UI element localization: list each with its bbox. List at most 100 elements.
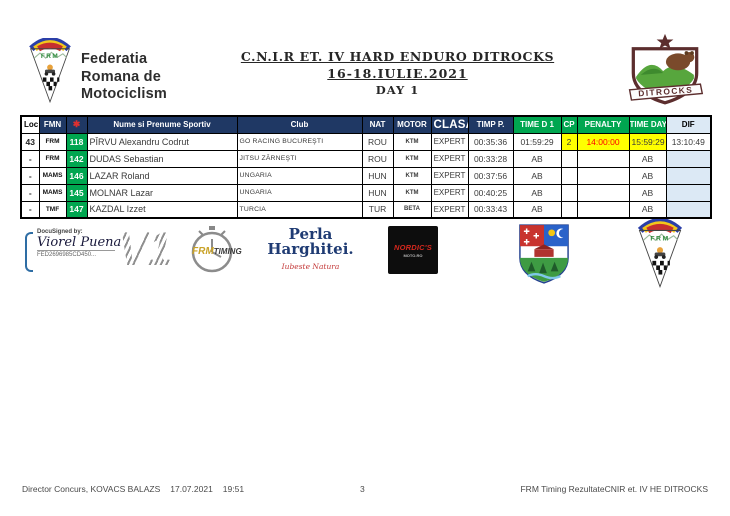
footer-document-name: FRM Timing RezultateCNIR et. IV HE DITRO…: [520, 484, 708, 494]
footer-left: Director Concurs, KOVACS BALAZS 17.07.202…: [22, 484, 254, 494]
cell-timp: 00:37:56: [467, 166, 514, 185]
ditrocks-shield-icon: DITROCKS: [628, 33, 704, 105]
cell-time-d1: AB: [512, 200, 562, 219]
perla-tagline: Iubeste Natura: [281, 261, 340, 271]
nordics-line2: MOTO.RO: [403, 252, 423, 258]
table-row: - FRM 142 DUDAS Sebastian JITSU ZĂRNEŞTI…: [20, 149, 712, 168]
col-header-fmn: FMN: [38, 115, 67, 134]
cell-fmn: FRM: [38, 149, 67, 168]
cell-fmn: FRM: [38, 132, 67, 151]
cell-nat: HUN: [361, 166, 394, 185]
cell-time-d1: AB: [512, 183, 562, 202]
v1-letters: V1: [118, 222, 172, 275]
frm-pennant-logo-icon: FRM: [637, 217, 683, 289]
cell-cp: 2: [560, 132, 578, 151]
ditrocks-banner-text: DITROCKS: [638, 85, 693, 99]
frm-pennant-logo-icon: FRM: [29, 38, 71, 104]
cell-timp: 00:33:43: [467, 200, 514, 219]
cell-dif: 13:10:49: [665, 132, 712, 151]
svg-text:✚: ✚: [523, 227, 530, 236]
cell-clasa: EXPERT: [430, 200, 469, 219]
cell-nat: ROU: [361, 132, 394, 151]
cell-penalty: [576, 166, 630, 185]
cell-number: 145: [65, 183, 88, 202]
cell-penalty: [576, 149, 630, 168]
cell-club: TURCIA: [236, 200, 363, 219]
cell-name: MOLNAR Lazar: [86, 183, 238, 202]
frm-timing-wordmark: FRMTIMING: [192, 246, 242, 257]
cell-time-day: AB: [628, 183, 667, 202]
col-header-time-d1: TIME D 1: [512, 115, 562, 134]
cell-timp: 00:40:25: [467, 183, 514, 202]
col-header-loc: Loc: [20, 115, 40, 134]
cell-motor: KTM: [392, 166, 432, 185]
cell-name: DUDAS Sebastian: [86, 149, 238, 168]
cell-cp: [560, 200, 578, 219]
cell-loc: -: [20, 166, 40, 185]
cell-time-day: AB: [628, 200, 667, 219]
col-header-time-day: TIME DAY 1: [628, 115, 667, 134]
perla-line1: Perla: [288, 225, 333, 243]
event-title-line1: C.N.I.R ET. IV HARD ENDURO DITROCKS: [240, 49, 555, 64]
cell-number: 118: [65, 132, 88, 151]
col-header-dif: DIF: [665, 115, 712, 134]
cell-club: GO RACING BUCUREŞTI: [236, 132, 363, 151]
svg-text:✚: ✚: [523, 237, 530, 246]
cell-penalty: 14:00:00: [576, 132, 630, 151]
cell-loc: 43: [20, 132, 40, 151]
frm-logo-small: FRM: [637, 217, 683, 294]
table-row: - TMF 147 KAZDAL Izzet TURCIA TUR BETA E…: [20, 200, 712, 219]
federation-name-line2: Romana de: [81, 68, 161, 85]
frm-logo-text: FRM: [650, 235, 669, 242]
col-header-cp: CP: [560, 115, 578, 134]
col-header-timp: TIMP P.: [467, 115, 514, 134]
frm-timing-brand: FRM: [192, 246, 214, 257]
perla-line2: Harghitei.: [267, 240, 354, 258]
cell-time-d1: 01:59:29: [512, 132, 562, 151]
docusign-bracket-icon: [25, 232, 33, 272]
cell-dif: [665, 166, 712, 185]
svg-text:✚: ✚: [533, 232, 540, 241]
col-header-penalty: PENALTY: [576, 115, 630, 134]
table-row: 43 FRM 118 PÎRVU Alexandru Codrut GO RAC…: [20, 132, 712, 151]
cell-time-day: AB: [628, 166, 667, 185]
cell-motor: KTM: [392, 149, 432, 168]
cell-dif: [665, 183, 712, 202]
cell-clasa: EXPERT: [430, 132, 469, 151]
col-header-clasa: CLASA: [430, 115, 469, 134]
federation-header: FRM Federatia Romana de Motociclism: [28, 38, 167, 104]
cell-nat: TUR: [361, 200, 394, 219]
cell-clasa: EXPERT: [430, 166, 469, 185]
col-header-name: Nume si Prenume Sportiv: [86, 115, 238, 134]
docusign-id: FED2696985CD450...: [37, 250, 115, 258]
docusign-signature: DocuSigned by: Viorel Puena FED2696985CD…: [25, 229, 125, 272]
nordics-line1: NORDIC'S: [394, 242, 432, 252]
table-row: - MAMS 145 MOLNAR Lazar UNGARIA HUN KTM …: [20, 183, 712, 202]
col-header-club: Club: [236, 115, 363, 134]
cell-number: 142: [65, 149, 88, 168]
col-header-nat: NAT: [361, 115, 394, 134]
cell-name: PÎRVU Alexandru Codrut: [86, 132, 238, 151]
cell-nat: ROU: [361, 149, 394, 168]
footer-director: Director Concurs, KOVACS BALAZS: [22, 484, 161, 494]
cell-loc: -: [20, 149, 40, 168]
county-crest-logo: ✚ ✚ ✚: [518, 223, 570, 290]
cell-motor: KTM: [392, 183, 432, 202]
signature-text: Viorel Puena: [37, 235, 122, 250]
cell-motor: KTM: [392, 132, 432, 151]
col-header-number-icon: ✱: [65, 115, 88, 134]
cell-cp: [560, 149, 578, 168]
docusign-label: DocuSigned by:: [37, 229, 83, 235]
v1-frm-timing-logo: V1 FRMTIMING: [118, 224, 248, 280]
cell-dif: [665, 200, 712, 219]
table-row: - MAMS 146 LAZAR Roland UNGARIA HUN KTM …: [20, 166, 712, 185]
federation-name-line1: Federatia: [81, 51, 148, 67]
ditrocks-logo: DITROCKS: [622, 32, 708, 119]
event-title-line3: DAY 1: [375, 83, 420, 97]
cell-fmn: MAMS: [38, 183, 67, 202]
nordics-moto-logo: NORDIC'S MOTO.RO: [388, 226, 438, 274]
col-header-motor: MOTOR: [392, 115, 432, 134]
federation-name-line3: Motociclism: [81, 86, 167, 103]
cell-number: 146: [65, 166, 88, 185]
